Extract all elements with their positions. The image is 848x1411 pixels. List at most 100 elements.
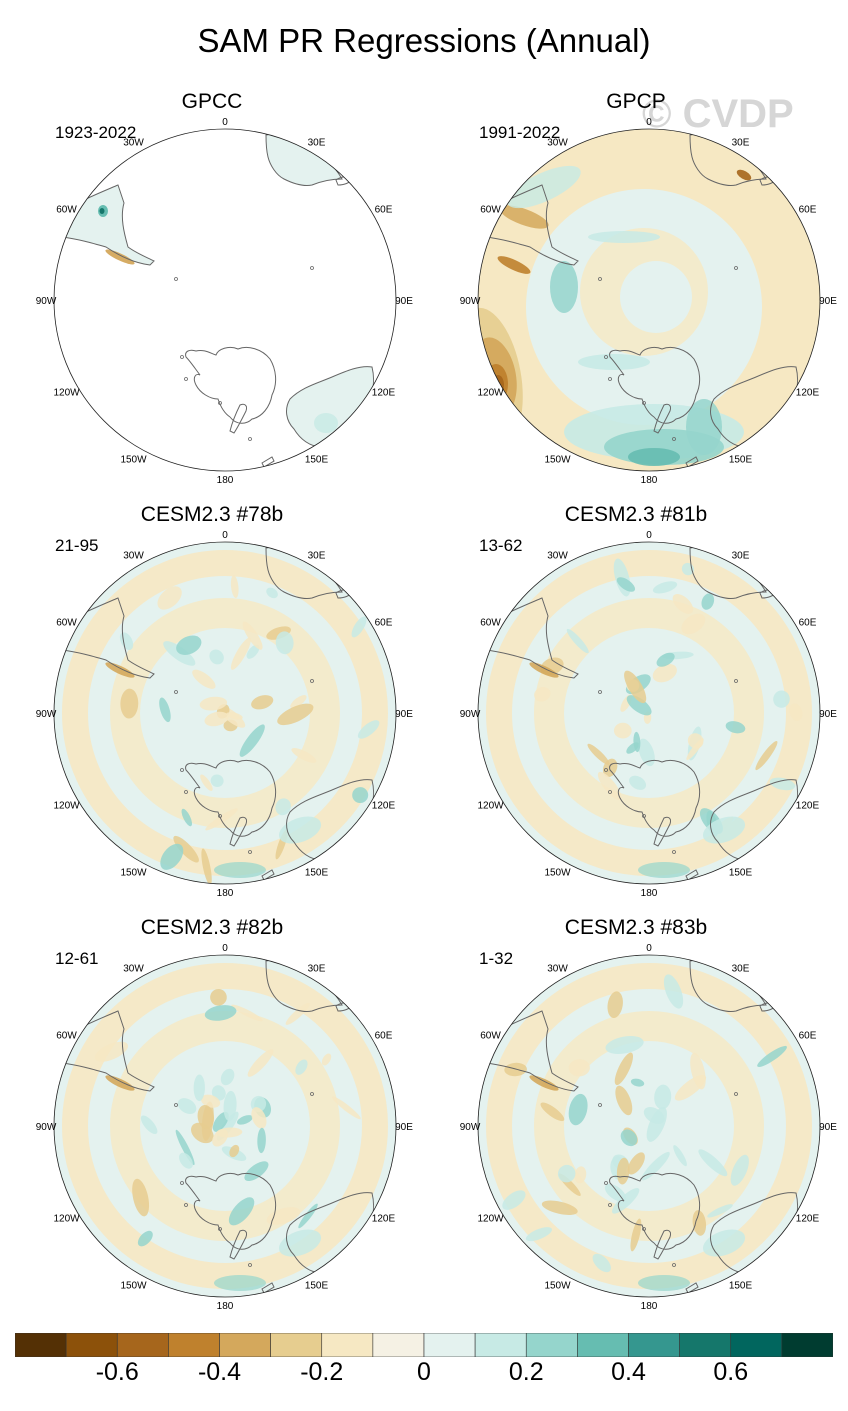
new-zealand-south-coastline bbox=[685, 869, 699, 881]
longitude-label: 60E bbox=[375, 205, 393, 216]
island-coastline bbox=[672, 850, 676, 854]
island-coastline bbox=[180, 355, 184, 359]
precip-anomaly bbox=[159, 697, 171, 723]
colorbar-swatch bbox=[116, 1333, 169, 1357]
longitude-label: 60E bbox=[375, 618, 393, 629]
longitude-label: 30E bbox=[308, 964, 326, 975]
island-coastline bbox=[248, 437, 252, 441]
precip-anomaly bbox=[725, 721, 746, 734]
precip-anomaly bbox=[257, 1127, 266, 1154]
precip-anomaly bbox=[692, 1210, 707, 1236]
colorbar-tick-label: -0.6 bbox=[95, 1358, 139, 1386]
south-america-coastline bbox=[485, 1010, 579, 1092]
island-coastline bbox=[174, 277, 178, 281]
longitude-label: 90W bbox=[460, 1122, 481, 1133]
longitude-label: 30E bbox=[732, 138, 750, 149]
precip-anomaly bbox=[654, 1084, 672, 1110]
longitude-label: 60E bbox=[375, 1031, 393, 1042]
precip-anomaly bbox=[502, 1190, 526, 1210]
map-field bbox=[54, 129, 396, 471]
land-field-africa bbox=[266, 134, 342, 186]
precip-anomaly bbox=[246, 644, 260, 659]
precip-anomaly bbox=[633, 731, 641, 753]
longitude-label: 0 bbox=[222, 117, 228, 128]
longitude-label: 120E bbox=[372, 801, 396, 812]
field-band bbox=[486, 963, 812, 1289]
new-zealand-south-coastline bbox=[261, 869, 275, 881]
precip-anomaly bbox=[616, 1157, 630, 1185]
longitude-labels: 0 30E 60E 90E 120E 150E 180 150W 120W 90W 60W 30W bbox=[36, 117, 414, 486]
field-band bbox=[110, 1011, 340, 1241]
precip-anomaly bbox=[94, 1041, 129, 1062]
precip-anomaly bbox=[736, 169, 752, 181]
precip-anomaly bbox=[574, 1166, 587, 1184]
precip-anomaly bbox=[757, 1045, 787, 1068]
panel-period: 12-61 bbox=[55, 949, 99, 968]
longitude-label: 60E bbox=[799, 618, 817, 629]
longitude-label: 120W bbox=[53, 1214, 80, 1225]
precip-anomaly bbox=[137, 1230, 153, 1247]
longitude-labels: 0 30E 60E 90E 120E 150E 180 150W 120W 90W 60W 30W bbox=[36, 530, 414, 899]
island-coastline bbox=[642, 1227, 646, 1231]
precip-anomaly bbox=[627, 1152, 645, 1175]
island-coastline bbox=[184, 377, 188, 381]
precip-anomaly bbox=[321, 1053, 332, 1066]
polar-map: 0 30E 60E 90E 120E 150E 180 150W 120W 90W 60W 30W bbox=[36, 530, 414, 899]
map-boundary bbox=[477, 541, 821, 885]
precip-anomaly bbox=[592, 1253, 611, 1273]
colorbar-swatch bbox=[270, 1333, 323, 1357]
precip-anomaly bbox=[105, 662, 135, 678]
longitude-label: 120E bbox=[372, 388, 396, 399]
precip-anomaly bbox=[773, 690, 790, 708]
precip-anomaly bbox=[587, 743, 610, 765]
precip-anomaly bbox=[230, 637, 251, 670]
map-field bbox=[478, 955, 820, 1297]
precip-anomaly bbox=[204, 711, 229, 727]
longitude-label: 90W bbox=[460, 709, 481, 720]
island-coastline bbox=[598, 1103, 602, 1107]
precip-anomaly bbox=[672, 594, 694, 614]
precip-anomaly bbox=[534, 687, 551, 702]
precip-anomaly bbox=[210, 774, 224, 788]
island-coastline bbox=[734, 266, 738, 270]
precip-anomaly bbox=[210, 988, 227, 1006]
longitude-label: 120E bbox=[796, 1214, 820, 1225]
precip-anomaly bbox=[201, 848, 212, 884]
precip-anomaly bbox=[331, 1096, 361, 1120]
colorbar-swatch bbox=[321, 1333, 374, 1357]
precip-anomaly bbox=[251, 695, 274, 710]
precip-anomaly bbox=[212, 1129, 228, 1147]
precip-anomaly bbox=[605, 1036, 644, 1054]
island-coastline bbox=[346, 157, 350, 161]
colorbar-swatch bbox=[679, 1333, 732, 1357]
colorbar-swatch bbox=[219, 1333, 271, 1357]
precip-anomaly bbox=[193, 1074, 205, 1102]
longitude-label: 90W bbox=[36, 709, 57, 720]
map-boundary bbox=[53, 128, 397, 472]
precip-anomaly bbox=[789, 703, 803, 721]
precip-anomaly bbox=[177, 1098, 197, 1114]
longitude-label: 150W bbox=[544, 1280, 571, 1291]
precip-anomaly bbox=[755, 740, 778, 771]
longitude-label: 30E bbox=[308, 551, 326, 562]
colorbar-labels: -0.6 -0.4 -0.2 0 0.2 0.4 0.6 bbox=[0, 1356, 848, 1396]
new-zealand-coastline bbox=[229, 403, 247, 434]
watermark: © CVDP bbox=[642, 92, 794, 136]
precip-anomaly bbox=[568, 1059, 590, 1077]
precip-anomaly bbox=[357, 720, 380, 739]
longitude-label: 180 bbox=[641, 888, 658, 899]
precip-anomaly bbox=[214, 1275, 266, 1291]
longitude-label: 60E bbox=[799, 1031, 817, 1042]
panel-title: CESM2.3 #83b bbox=[564, 916, 708, 939]
longitude-label: 30E bbox=[308, 138, 326, 149]
longitude-label: 120E bbox=[796, 801, 820, 812]
island-coastline bbox=[218, 401, 222, 405]
island-coastline bbox=[604, 1181, 608, 1185]
precip-anomaly bbox=[120, 688, 139, 719]
precip-anomaly bbox=[266, 587, 278, 599]
precip-anomaly bbox=[181, 808, 192, 827]
colorbar-swatch bbox=[525, 1333, 578, 1357]
precip-anomaly bbox=[173, 835, 199, 863]
longitude-label: 90E bbox=[395, 1122, 413, 1133]
longitude-label: 150E bbox=[305, 454, 329, 465]
